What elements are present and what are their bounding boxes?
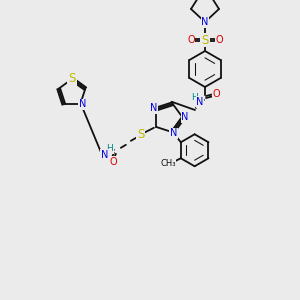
Text: N: N (150, 103, 158, 113)
Text: N: N (181, 112, 189, 122)
Text: S: S (68, 73, 76, 85)
Text: N: N (201, 17, 209, 27)
Text: O: O (215, 35, 223, 45)
Text: H: H (192, 94, 198, 103)
Text: CH₃: CH₃ (160, 159, 176, 168)
Text: N: N (170, 128, 177, 138)
Text: N: N (79, 99, 86, 109)
Text: S: S (137, 128, 145, 141)
Text: O: O (187, 35, 195, 45)
Text: N: N (196, 97, 204, 107)
Text: S: S (201, 34, 209, 46)
Text: O: O (109, 157, 117, 167)
Text: H: H (106, 144, 113, 153)
Text: N: N (101, 150, 109, 160)
Text: O: O (212, 89, 220, 99)
